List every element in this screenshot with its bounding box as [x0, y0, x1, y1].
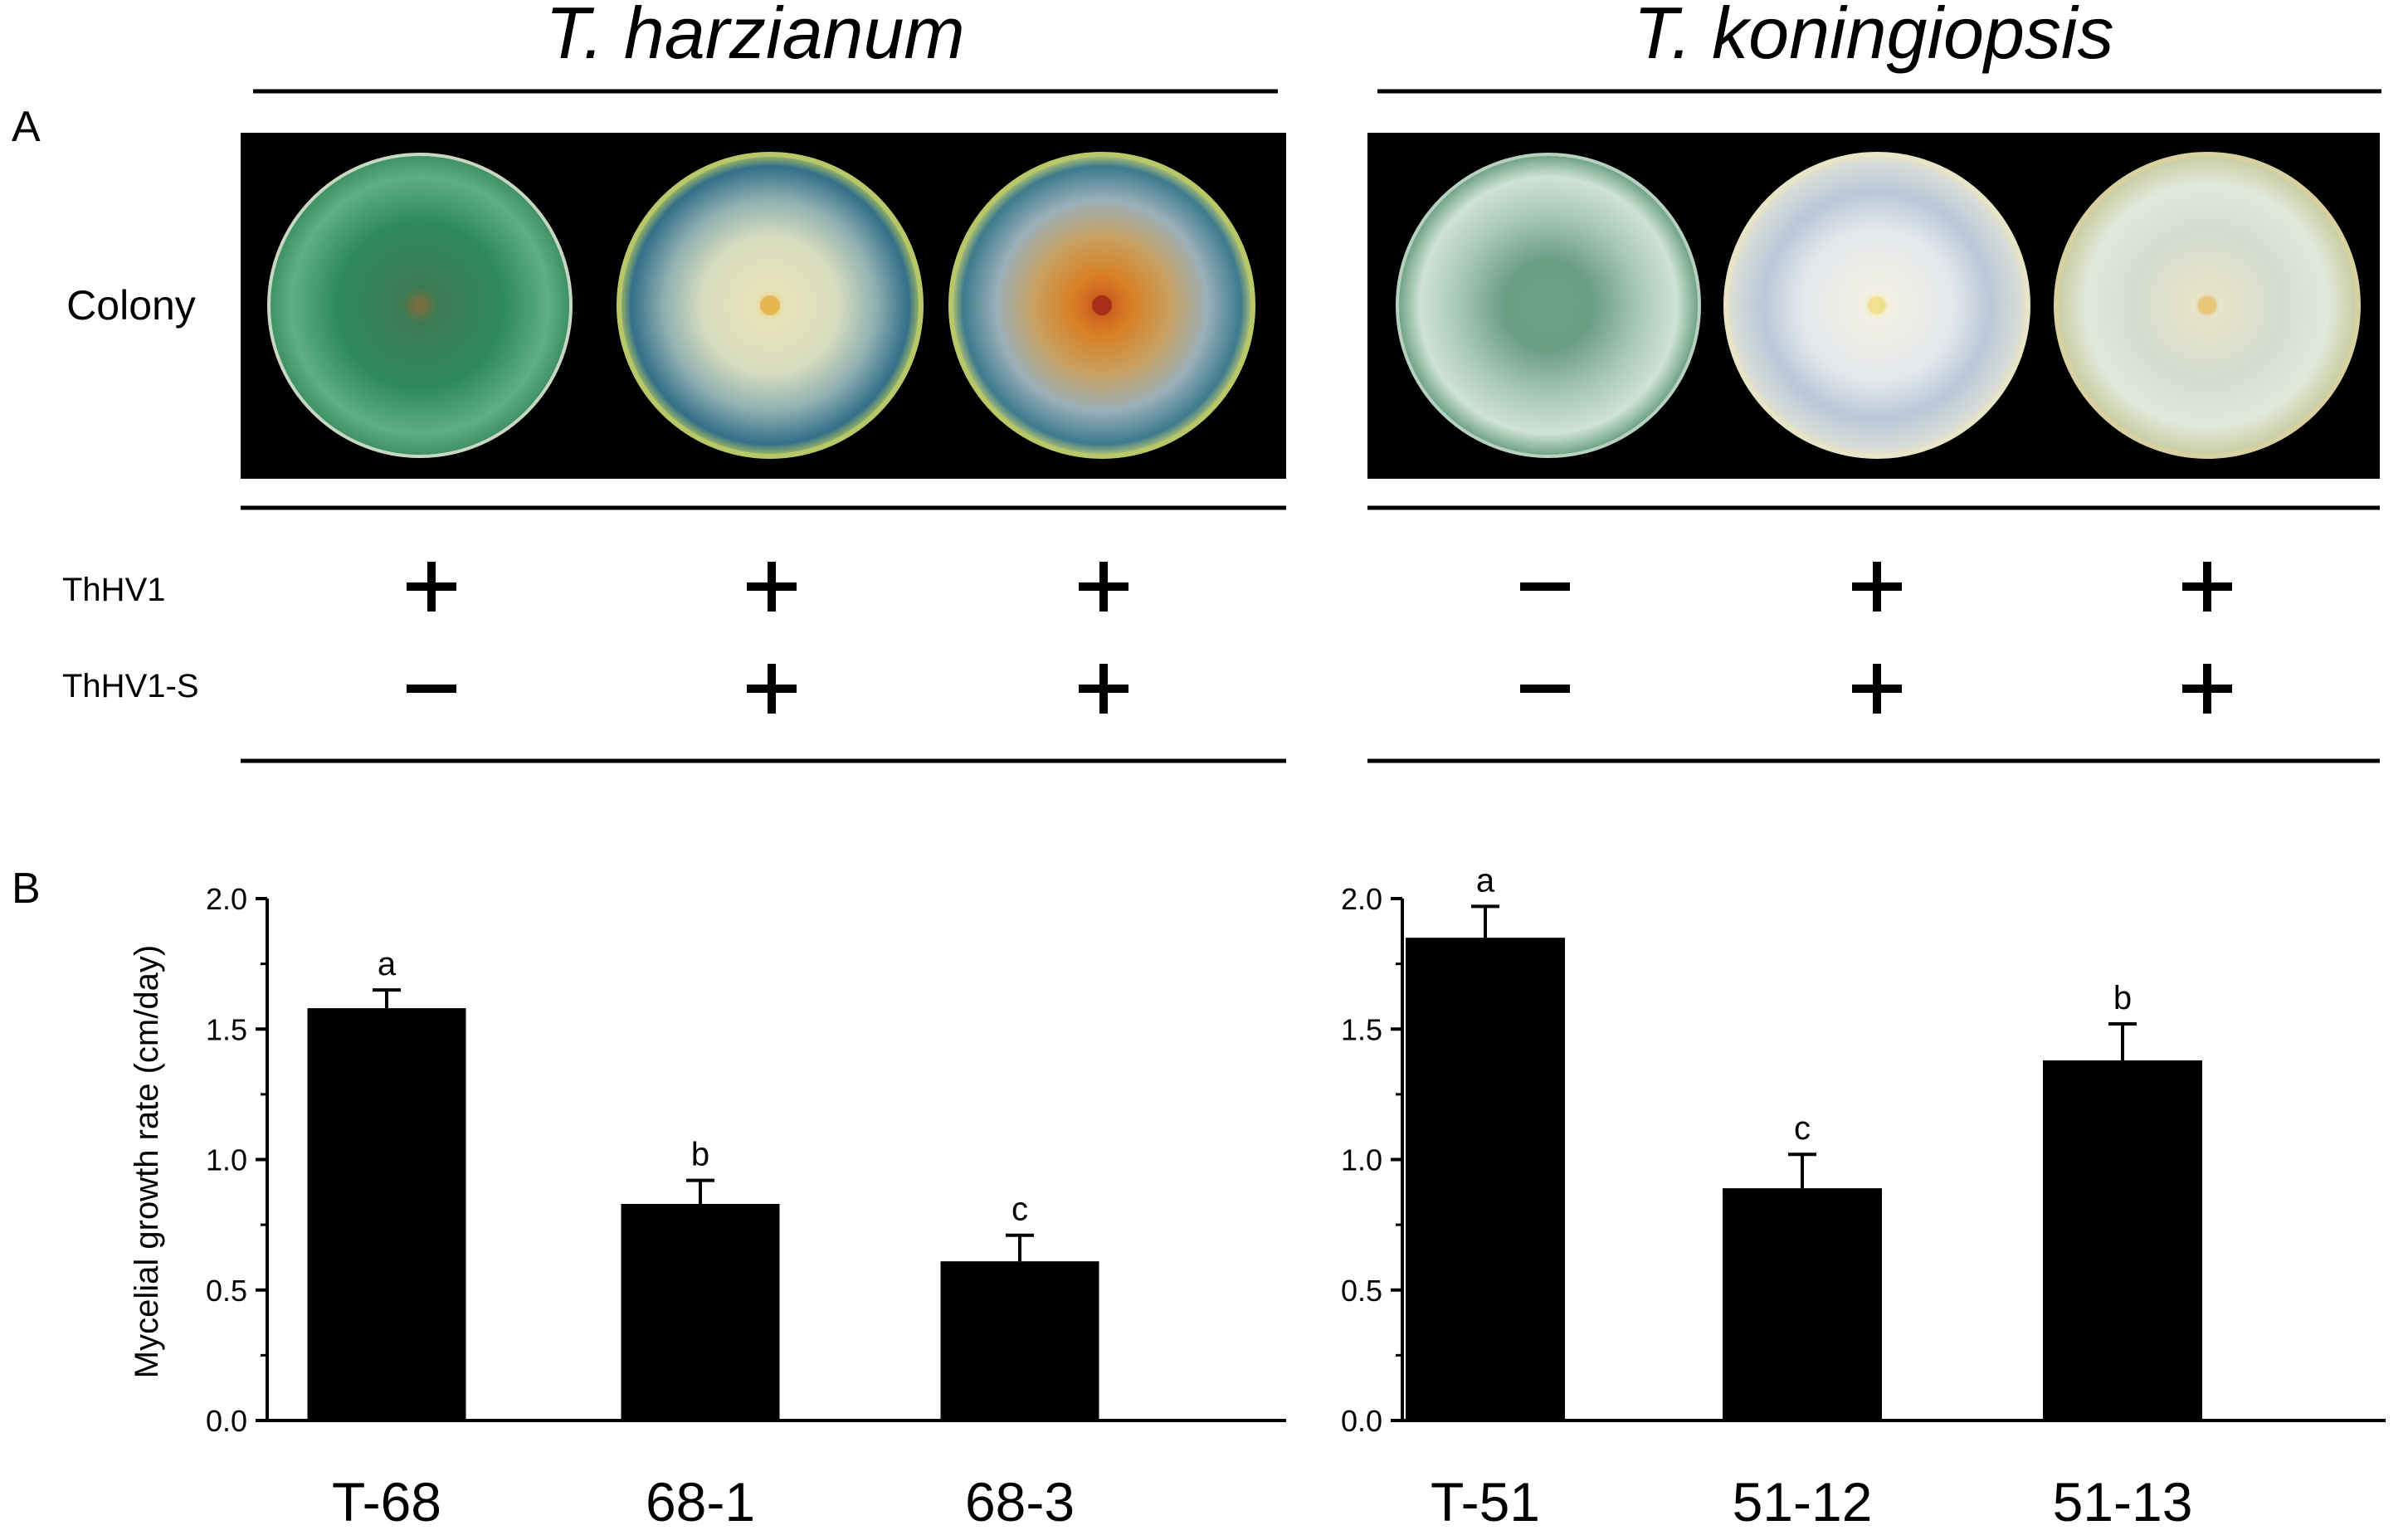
panel-a-label: A	[12, 103, 41, 151]
plus-symbol	[1852, 562, 1902, 612]
bar-51-13	[2043, 1060, 2202, 1420]
y-tick-label: 0.5	[1341, 1274, 1382, 1308]
bar-68-1	[621, 1203, 780, 1420]
y-tick-label: 0.0	[1341, 1404, 1382, 1438]
bar-68-3	[940, 1261, 1099, 1420]
significance-letter-T-68: a	[378, 946, 397, 982]
plus-symbol	[1079, 664, 1128, 714]
y-tick-label: 2.0	[206, 882, 247, 916]
marker-states	[407, 562, 2232, 714]
plus-symbol	[747, 664, 797, 714]
y-tick-label: 1.5	[1341, 1012, 1382, 1046]
x-tick-label-51-12: 51-12	[1733, 1471, 1873, 1533]
plus-symbol	[2182, 562, 2232, 612]
plus-symbol	[2182, 664, 2232, 714]
colony-photo-koningiopsis	[1367, 133, 2380, 479]
colony-inoculum-51-12	[1868, 296, 1886, 314]
bar-51-12	[1723, 1188, 1882, 1420]
bar-T-51	[1406, 938, 1565, 1420]
growth-rate-chart-harzianum: 0.0 0.5 1.0 1.5 2.0 a T-68 b 68-1 c 68-3	[206, 882, 1286, 1533]
y-tick-label: 1.0	[206, 1143, 247, 1177]
colony-plate-T-68	[267, 153, 573, 458]
bar-T-68	[307, 1008, 466, 1420]
plus-symbol	[407, 562, 456, 612]
x-tick-label-T-68: T-68	[332, 1471, 441, 1533]
significance-letter-68-3: c	[1011, 1191, 1028, 1228]
plus-symbol	[1852, 664, 1902, 714]
plus-symbol	[747, 562, 797, 612]
y-axis-title: Mycelial growth rate (cm/day)	[129, 945, 165, 1378]
species-title-koningiopsis: T. koningiopsis	[1634, 0, 2114, 74]
colony-photo-harzianum	[241, 133, 1286, 479]
x-tick-label-68-1: 68-1	[646, 1471, 755, 1533]
colony-plate-T-51	[1396, 153, 1701, 458]
x-tick-label-68-3: 68-3	[965, 1471, 1075, 1533]
y-tick-label: 0.0	[206, 1404, 247, 1438]
significance-letter-51-13: b	[2113, 980, 2132, 1016]
significance-letter-51-12: c	[1794, 1110, 1811, 1147]
x-tick-label-51-13: 51-13	[2053, 1471, 2193, 1533]
colony-inoculum-68-3	[1092, 295, 1112, 315]
colony-row-label: Colony	[66, 282, 196, 329]
significance-letter-68-1: b	[691, 1137, 709, 1173]
marker-label-thhv1-s: ThHV1-S	[62, 668, 199, 704]
colony-inoculum-51-13	[2198, 296, 2216, 314]
y-tick-label: 2.0	[1341, 882, 1382, 916]
y-tick-label: 0.5	[206, 1274, 247, 1308]
y-tick-label: 1.5	[206, 1012, 247, 1046]
panel-b-label: B	[12, 865, 41, 913]
marker-label-thhv1: ThHV1	[62, 572, 166, 608]
colony-inoculum-68-1	[760, 295, 780, 315]
species-title-harzianum: T. harzianum	[545, 0, 964, 74]
plus-symbol	[1079, 562, 1128, 612]
growth-rate-chart-koningiopsis: 0.0 0.5 1.0 1.5 2.0 a T-51 c 51-12 b 51-13	[1341, 862, 2386, 1533]
y-tick-label: 1.0	[1341, 1143, 1382, 1177]
significance-letter-T-51: a	[1476, 862, 1495, 899]
x-tick-label-T-51: T-51	[1431, 1471, 1540, 1533]
